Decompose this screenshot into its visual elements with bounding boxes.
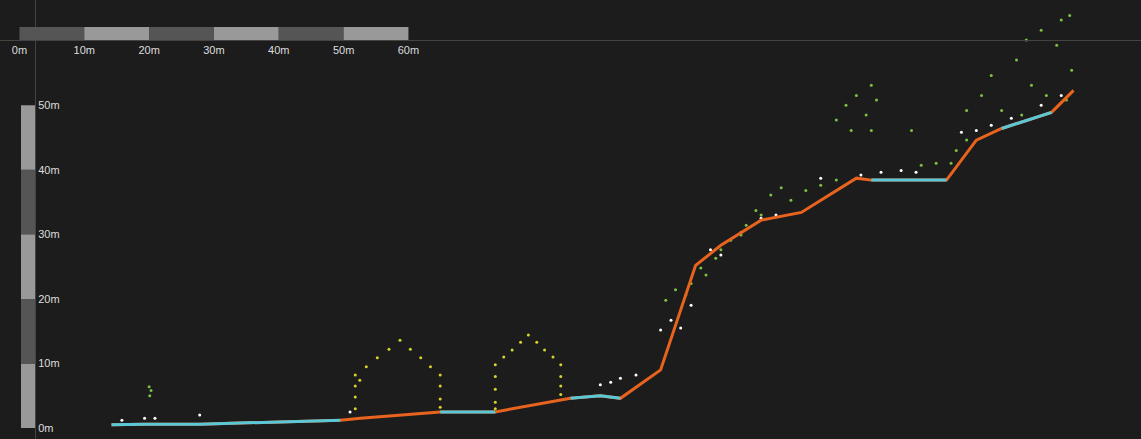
svg-text:10m: 10m	[74, 44, 95, 56]
svg-text:50m: 50m	[333, 44, 354, 56]
svg-text:10m: 10m	[38, 357, 59, 369]
svg-text:60m: 60m	[398, 44, 419, 56]
svg-text:0m: 0m	[38, 422, 53, 434]
svg-text:0m: 0m	[12, 44, 27, 56]
svg-text:40m: 40m	[268, 44, 289, 56]
svg-text:20m: 20m	[38, 293, 59, 305]
svg-text:40m: 40m	[38, 164, 59, 176]
svg-text:30m: 30m	[38, 228, 59, 240]
svg-text:20m: 20m	[138, 44, 159, 56]
svg-text:50m: 50m	[38, 99, 59, 111]
svg-text:30m: 30m	[203, 44, 224, 56]
